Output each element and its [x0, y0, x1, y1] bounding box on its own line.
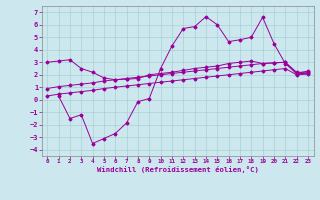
X-axis label: Windchill (Refroidissement éolien,°C): Windchill (Refroidissement éolien,°C) — [97, 166, 259, 173]
